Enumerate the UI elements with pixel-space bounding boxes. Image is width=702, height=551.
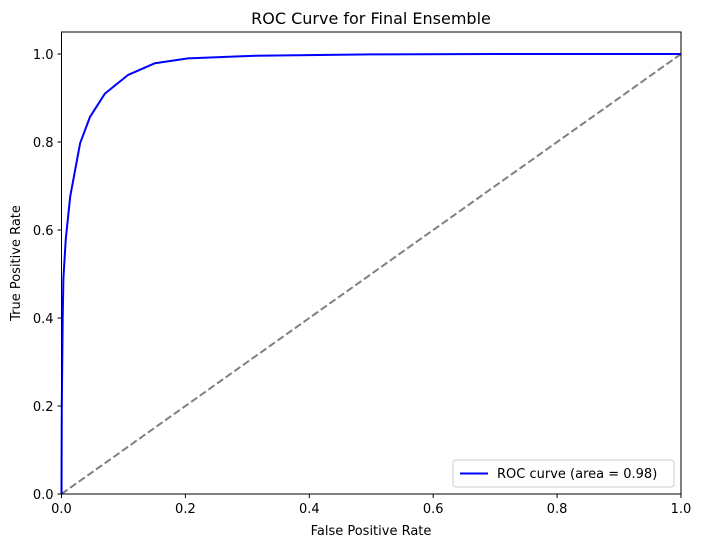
y-tick-label: 0.8	[33, 136, 54, 151]
x-tick-label: 0.0	[51, 502, 72, 517]
x-tick-label: 1.0	[671, 502, 692, 517]
y-tick-label: 1.0	[33, 48, 54, 63]
y-tick-label: 0.0	[33, 488, 54, 503]
x-tick-label: 0.4	[299, 502, 320, 517]
x-tick-label: 0.8	[547, 502, 568, 517]
x-axis-label: False Positive Rate	[311, 524, 432, 539]
legend: ROC curve (area = 0.98)	[452, 459, 675, 488]
y-axis-label: True Positive Rate	[9, 205, 24, 322]
x-tick-label: 0.6	[423, 502, 444, 517]
legend-label-roc: ROC curve (area = 0.98)	[497, 467, 657, 482]
y-tick-label: 0.4	[33, 312, 54, 327]
plot-frame	[61, 31, 682, 495]
legend-box	[452, 459, 675, 488]
chance-diagonal-line	[60, 53, 682, 495]
chart-title: ROC Curve for Final Ensemble	[251, 9, 491, 28]
y-tick-label: 0.6	[33, 224, 54, 239]
roc-curve-line	[60, 53, 681, 495]
x-tick-label: 0.2	[175, 502, 196, 517]
y-tick-label: 0.2	[33, 400, 54, 415]
